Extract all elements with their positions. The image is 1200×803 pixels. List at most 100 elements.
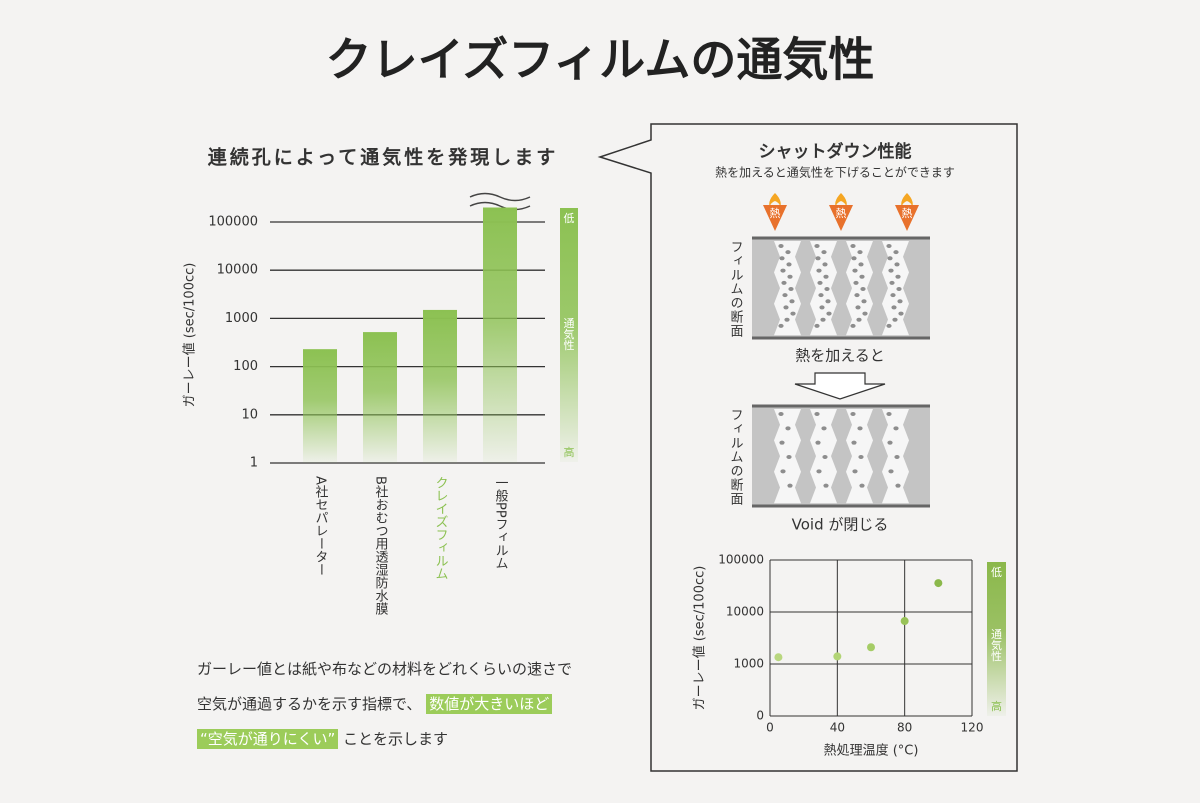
void-dot [852, 469, 858, 474]
void-dot [893, 250, 899, 255]
x-tick-label: B社おむつ用透湿防水膜 [373, 476, 389, 615]
void-dot [860, 287, 866, 291]
heat-arrow [829, 205, 853, 231]
void-dot [897, 299, 903, 304]
void-dot [822, 262, 828, 267]
note-tail: ことを示します [343, 730, 449, 748]
void-dot [779, 440, 785, 445]
void-dot [894, 455, 900, 459]
flame [835, 193, 847, 210]
void-dot [896, 287, 902, 291]
void-dot [852, 268, 858, 273]
void-dot [780, 268, 786, 273]
void-dot [858, 455, 864, 459]
void-dot [815, 440, 821, 445]
void-dot [820, 317, 826, 322]
bar [483, 207, 517, 463]
void-dot [894, 262, 900, 267]
bar [363, 332, 397, 463]
void-dot [893, 426, 899, 431]
x-tick-label: 一般PPフィルム [493, 476, 509, 570]
heat-icon-label: 熱 [902, 207, 913, 220]
y-tick-label: 100000 [718, 553, 764, 567]
section-label: フィルムの断面 [728, 240, 744, 338]
x-tick-label: 0 [766, 721, 774, 735]
bar [303, 349, 337, 463]
void-dot [785, 426, 791, 431]
void-dot [886, 412, 892, 416]
void-dot [816, 469, 822, 474]
note-highlight: “空気が通りにくい” [197, 729, 339, 749]
scale-legend-label: 高 [991, 699, 1002, 713]
void-dot [891, 305, 897, 310]
heat-icon-label: 熱 [770, 207, 781, 220]
void-dot [778, 244, 784, 248]
scale-legend-label: 低 [564, 212, 575, 225]
down-arrow [794, 372, 886, 400]
void-dot [819, 305, 825, 310]
y-axis-label: ガーレー値 (sec/100cc) [692, 566, 708, 711]
scale-legend-label: 通気性 [562, 317, 575, 351]
x-tick-label: 40 [830, 721, 845, 735]
void-dot [854, 293, 860, 298]
left-heading: 連続孔によって通気性を発現します [208, 146, 558, 169]
void-dot [895, 274, 901, 279]
void-dot [853, 280, 859, 285]
void-dot [888, 469, 894, 474]
void-dot [898, 311, 904, 316]
void-dot [859, 274, 865, 279]
bar [423, 309, 457, 463]
x-tick-label: クレイズフィルム [433, 476, 448, 580]
void-dot [818, 293, 824, 298]
void-dot [824, 287, 830, 291]
void-dot [779, 256, 785, 261]
note: ガーレー値とは紙や布などの材料をどれくらいの速さで 空気が通過するかを示す指標で… [197, 652, 572, 757]
void-dot [823, 274, 829, 279]
void-dot [778, 323, 784, 328]
void-dot [784, 317, 790, 322]
void-dot [786, 455, 792, 459]
heat-arrow [895, 205, 919, 231]
void-dot [859, 483, 865, 488]
void-dot [780, 469, 786, 474]
void-dot [814, 412, 820, 416]
void-dot [789, 299, 795, 304]
y-tick-label: 100 [233, 359, 258, 374]
void-column [810, 241, 837, 336]
void-dot [821, 250, 827, 255]
void-dot [887, 256, 893, 261]
step-label: Void が閉じる [792, 516, 889, 534]
void-dot [782, 293, 788, 298]
point [934, 579, 943, 588]
void-dot [858, 262, 864, 267]
flame [769, 193, 781, 210]
panel-heading: シャットダウン性能 [759, 141, 912, 162]
void-dot [816, 268, 822, 273]
step-label: 熱を加えると [795, 347, 885, 365]
void-dot [862, 311, 868, 316]
y-tick-label: 1 [250, 456, 258, 471]
void-dot [783, 305, 789, 310]
scale-legend-bar [560, 208, 578, 462]
void-dot [889, 280, 895, 285]
y-tick-label: 10000 [726, 605, 764, 619]
y-tick-label: 10 [241, 407, 258, 422]
void-dot [892, 317, 898, 322]
void-column [774, 241, 801, 336]
note-line: 空気が通過するかを示す指標で、 [197, 695, 422, 713]
y-tick-label: 0 [756, 709, 764, 723]
void-dot [826, 311, 832, 316]
void-dot [856, 317, 862, 322]
callout-panel [597, 123, 1018, 772]
void-dot [814, 323, 820, 328]
void-dot [825, 299, 831, 304]
section-label: フィルムの断面 [728, 408, 744, 506]
void-dot [895, 483, 901, 488]
void-dot [781, 280, 787, 285]
void-dot [886, 244, 892, 248]
void-dot [788, 287, 794, 291]
void-dot [821, 426, 827, 431]
void-dot [822, 455, 828, 459]
